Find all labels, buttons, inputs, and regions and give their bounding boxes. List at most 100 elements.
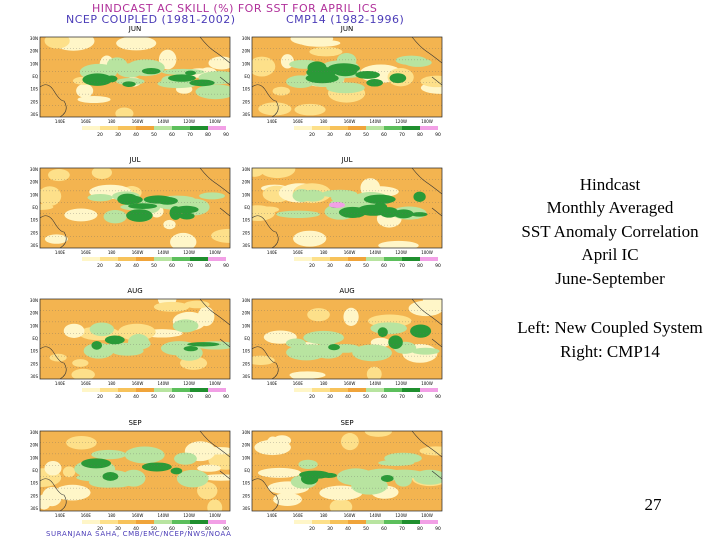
mid-skill-patch bbox=[88, 476, 127, 488]
mid-skill-patch bbox=[276, 210, 320, 218]
colorbar-label: 30 bbox=[115, 132, 121, 138]
map-frame bbox=[251, 298, 443, 380]
colorbar-segment bbox=[312, 520, 330, 524]
lon-label: 160W bbox=[132, 513, 144, 518]
low-skill-patch bbox=[116, 37, 157, 51]
colorbar-label: 60 bbox=[381, 263, 387, 269]
high-skill-patch bbox=[97, 76, 118, 81]
lat-label: 20N bbox=[30, 311, 38, 316]
colorbar-segment bbox=[348, 520, 366, 524]
low-skill-patch bbox=[163, 219, 176, 230]
low-skill-patch bbox=[44, 37, 70, 49]
map-panel: AUG 30N 20N 10N EQ 10S 20S 30S 140E 160E 180 160W 14… bbox=[30, 287, 231, 400]
colorbar-segment bbox=[330, 257, 348, 261]
colorbar-label: 90 bbox=[435, 263, 441, 269]
colorbar-label: 40 bbox=[345, 263, 351, 269]
lon-label: 180 bbox=[108, 513, 116, 518]
colorbar-label: 20 bbox=[309, 263, 315, 269]
colorbar-label: 90 bbox=[435, 526, 441, 532]
colorbar-label: 50 bbox=[363, 263, 369, 269]
low-skill-patch bbox=[64, 208, 98, 222]
lon-label: 160E bbox=[81, 250, 92, 255]
colorbar-segment bbox=[420, 520, 438, 524]
colorbar-label: 50 bbox=[363, 394, 369, 400]
colorbar-segment bbox=[154, 126, 172, 130]
lat-label: EQ bbox=[244, 468, 250, 473]
lon-label: 100W bbox=[209, 513, 221, 518]
lat-label: 30N bbox=[242, 430, 250, 435]
lon-label: 160W bbox=[344, 119, 356, 124]
colorbar-segment bbox=[136, 520, 154, 524]
lat-label: 10S bbox=[242, 481, 250, 486]
colorbar-segment bbox=[402, 388, 420, 392]
low-skill-patch bbox=[44, 461, 62, 476]
lon-label: 160W bbox=[344, 513, 356, 518]
lon-label: 160W bbox=[132, 250, 144, 255]
lon-label: 180 bbox=[108, 119, 116, 124]
low-skill-patch bbox=[54, 484, 91, 501]
lat-label: 10N bbox=[30, 61, 38, 66]
colorbar-segment bbox=[190, 520, 208, 524]
colorbar-label: 40 bbox=[345, 394, 351, 400]
mid-skill-patch bbox=[352, 344, 392, 362]
low-skill-patch bbox=[199, 447, 230, 455]
high-skill-patch bbox=[410, 324, 432, 338]
lon-label: 100W bbox=[209, 381, 221, 386]
colorbar-label: 50 bbox=[363, 132, 369, 138]
low-skill-patch bbox=[197, 482, 218, 500]
colorbar-segment bbox=[118, 520, 136, 524]
colorbar-label: 70 bbox=[399, 132, 405, 138]
map-panel: JUN 30N 20N 10N EQ 10S 20S 30S 140E 160E 180 160W 14… bbox=[242, 25, 443, 138]
mid-skill-patch bbox=[157, 79, 198, 89]
colorbar-segment bbox=[154, 520, 172, 524]
lat-label: 10S bbox=[30, 349, 38, 354]
high-skill-patch bbox=[328, 344, 340, 351]
colorbar-segment bbox=[136, 126, 154, 130]
colorbar-segment bbox=[190, 388, 208, 392]
lon-label: 140W bbox=[370, 513, 382, 518]
low-skill-patch bbox=[290, 37, 334, 46]
right-label: CMP14 (1982-1996) bbox=[286, 13, 404, 26]
mid-skill-patch bbox=[176, 469, 209, 488]
lat-label: 20N bbox=[242, 49, 250, 54]
coastline bbox=[252, 299, 442, 379]
map-field bbox=[252, 299, 442, 379]
coastline bbox=[40, 168, 230, 248]
colorbar-segment bbox=[348, 257, 366, 261]
lon-label: 140E bbox=[55, 381, 66, 386]
lat-label: EQ bbox=[244, 336, 250, 341]
lon-label: 100W bbox=[209, 119, 221, 124]
low-skill-patch bbox=[309, 47, 343, 57]
mid-skill-patch bbox=[172, 319, 199, 333]
map-panel: JUN 30N 20N 10N EQ 10S 20S 30S 140E 160E 180 160W 14… bbox=[30, 25, 231, 138]
lon-label: 180 bbox=[320, 513, 328, 518]
colorbar-segment bbox=[384, 257, 402, 261]
lon-label: 120W bbox=[395, 250, 407, 255]
high-skill-patch bbox=[102, 472, 119, 481]
low-skill-patch bbox=[319, 485, 363, 501]
high-skill-patch bbox=[393, 209, 414, 219]
lat-label: 10N bbox=[242, 61, 250, 66]
low-skill-patch bbox=[208, 56, 230, 70]
lon-label: 160E bbox=[293, 119, 304, 124]
caption-model: Right: CMP14 bbox=[560, 342, 660, 361]
map-frame bbox=[39, 298, 231, 380]
lat-label: 30N bbox=[30, 430, 38, 435]
colorbar-segment bbox=[384, 520, 402, 524]
high-skill-patch bbox=[183, 346, 198, 352]
colorbar-segment bbox=[118, 126, 136, 130]
lat-label: 20N bbox=[242, 180, 250, 185]
panel-title: JUN bbox=[128, 25, 141, 33]
lon-label: 140E bbox=[267, 381, 278, 386]
low-skill-patch bbox=[44, 234, 68, 244]
colorbar-label: 80 bbox=[205, 394, 211, 400]
lon-label: 160W bbox=[132, 119, 144, 124]
lon-label: 140W bbox=[158, 513, 170, 518]
lon-label: 140W bbox=[158, 119, 170, 124]
lat-label: 30S bbox=[242, 112, 250, 117]
colorbar-segment bbox=[118, 388, 136, 392]
colorbar-segment bbox=[348, 388, 366, 392]
colorbar-label: 80 bbox=[417, 526, 423, 532]
mid-skill-patch bbox=[89, 322, 114, 337]
lon-label: 180 bbox=[320, 381, 328, 386]
